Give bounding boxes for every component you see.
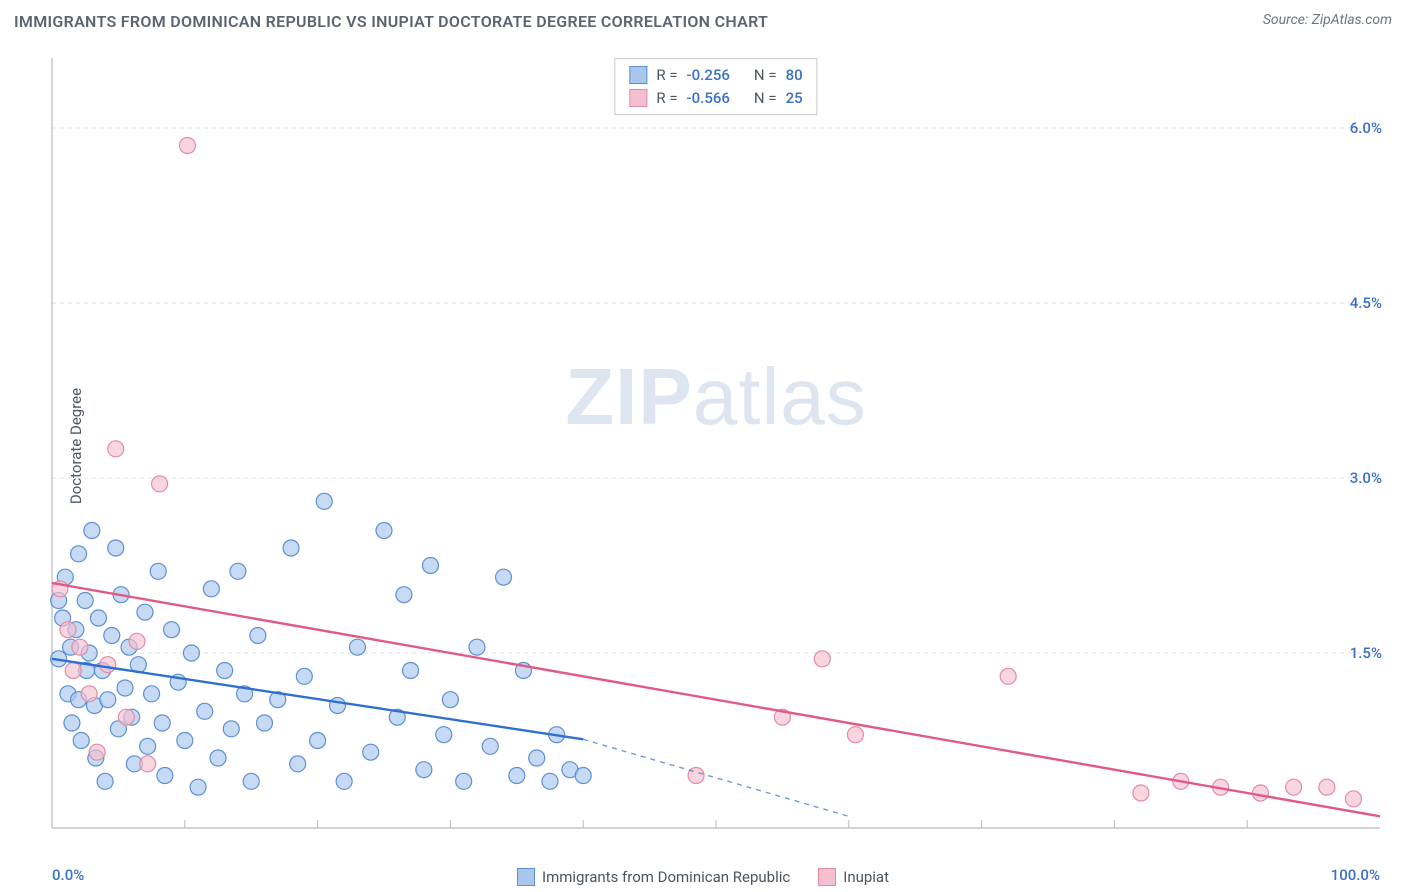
legend-label: Immigrants from Dominican Republic: [542, 868, 790, 886]
y-tick-label: 4.5%: [1350, 294, 1382, 312]
blue-swatch: [629, 66, 647, 84]
series-legend: Immigrants from Dominican Republic Inupia…: [0, 868, 1406, 886]
y-tick-label: 1.5%: [1350, 644, 1382, 662]
correlation-stats-legend: R = -0.256N = 80R = -0.566N = 25: [614, 58, 817, 115]
legend-item: Inupiat: [818, 868, 889, 886]
source-attribution: Source: ZipAtlas.com: [1263, 12, 1392, 28]
chart-title: IMMIGRANTS FROM DOMINICAN REPUBLIC VS IN…: [14, 12, 768, 31]
legend-item: Immigrants from Dominican Republic: [517, 868, 790, 886]
chart-plot-area: ZIPatlas R = -0.256N = 80R = -0.566N = 2…: [52, 58, 1380, 828]
pink-swatch: [629, 89, 647, 107]
y-tick-label: 6.0%: [1350, 119, 1382, 137]
chart-header: IMMIGRANTS FROM DOMINICAN REPUBLIC VS IN…: [0, 0, 1406, 46]
pink-swatch: [818, 868, 836, 886]
legend-label: Inupiat: [843, 868, 889, 886]
y-tick-label: 3.0%: [1350, 469, 1382, 487]
stats-row: R = -0.566N = 25: [629, 87, 802, 110]
blue-swatch: [517, 868, 535, 886]
stats-row: R = -0.256N = 80: [629, 64, 802, 87]
scatter-plot-svg: [52, 58, 1380, 828]
